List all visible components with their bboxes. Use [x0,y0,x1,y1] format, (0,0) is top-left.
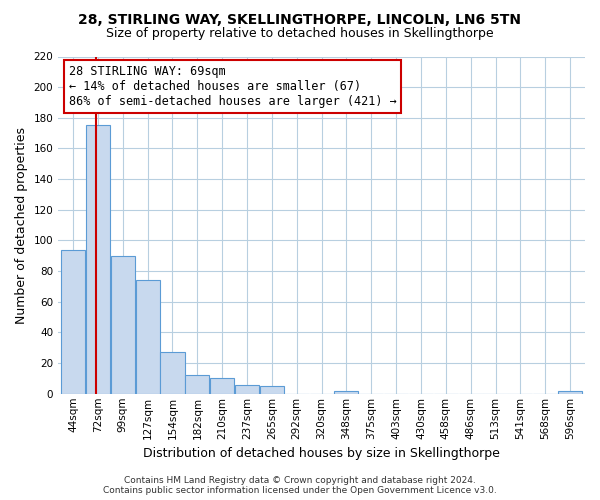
Bar [210,378,234,394]
Bar [185,376,209,394]
X-axis label: Distribution of detached houses by size in Skellingthorpe: Distribution of detached houses by size … [143,447,500,460]
Text: Size of property relative to detached houses in Skellingthorpe: Size of property relative to detached ho… [106,28,494,40]
Bar [136,280,160,394]
Bar [235,384,259,394]
Bar [61,250,85,394]
Text: 28, STIRLING WAY, SKELLINGTHORPE, LINCOLN, LN6 5TN: 28, STIRLING WAY, SKELLINGTHORPE, LINCOL… [79,12,521,26]
Y-axis label: Number of detached properties: Number of detached properties [15,126,28,324]
Text: 28 STIRLING WAY: 69sqm
← 14% of detached houses are smaller (67)
86% of semi-det: 28 STIRLING WAY: 69sqm ← 14% of detached… [69,65,397,108]
Text: Contains HM Land Registry data © Crown copyright and database right 2024.
Contai: Contains HM Land Registry data © Crown c… [103,476,497,495]
Bar [260,386,284,394]
Bar [111,256,135,394]
Bar [86,126,110,394]
Bar [558,390,582,394]
Bar [334,390,358,394]
Bar [160,352,185,394]
